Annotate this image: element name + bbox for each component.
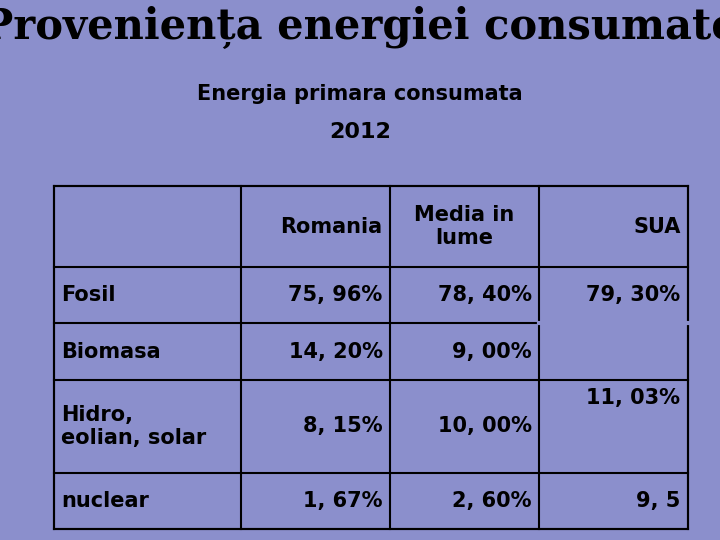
Text: nuclear: nuclear xyxy=(61,491,149,511)
Text: 79, 30%: 79, 30% xyxy=(586,285,680,305)
Text: 75, 96%: 75, 96% xyxy=(288,285,382,305)
Text: 78, 40%: 78, 40% xyxy=(438,285,531,305)
Text: 2012: 2012 xyxy=(329,122,391,141)
Text: SUA: SUA xyxy=(633,217,680,237)
Text: Proveniența energiei consumate: Proveniența energiei consumate xyxy=(0,5,720,49)
Text: 11, 03%: 11, 03% xyxy=(586,388,680,408)
Text: 14, 20%: 14, 20% xyxy=(289,342,382,362)
Text: Energia primara consumata: Energia primara consumata xyxy=(197,84,523,104)
Text: 10, 00%: 10, 00% xyxy=(438,416,531,436)
Text: Hidro,
eolian, solar: Hidro, eolian, solar xyxy=(61,405,207,448)
Text: 8, 15%: 8, 15% xyxy=(303,416,382,436)
Text: Fosil: Fosil xyxy=(61,285,116,305)
Text: Media in
lume: Media in lume xyxy=(414,205,514,248)
Text: Romania: Romania xyxy=(281,217,382,237)
Text: 1, 67%: 1, 67% xyxy=(303,491,382,511)
Text: 2, 60%: 2, 60% xyxy=(452,491,531,511)
Text: 9, 00%: 9, 00% xyxy=(452,342,531,362)
Text: Biomasa: Biomasa xyxy=(61,342,161,362)
Text: 9, 5: 9, 5 xyxy=(636,491,680,511)
